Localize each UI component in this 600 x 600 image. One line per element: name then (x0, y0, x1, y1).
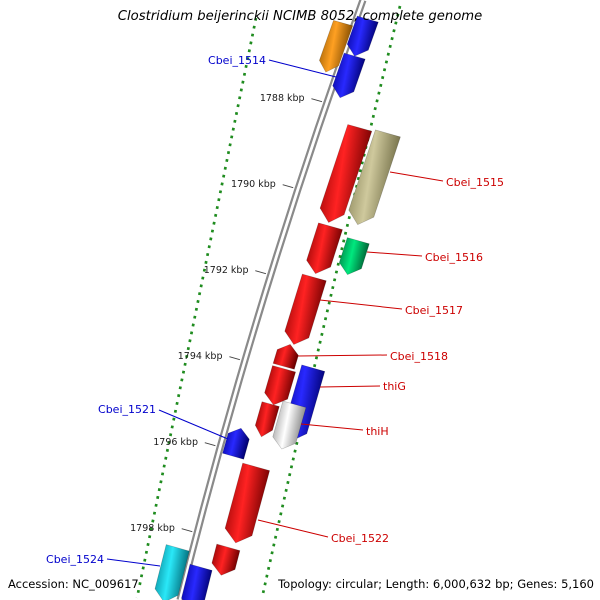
feature-track (154, 15, 401, 600)
gene-label-thiG[interactable]: thiG (383, 380, 406, 393)
tick-label-1788-kbp: 1788 kbp (260, 93, 305, 104)
map-title: Clostridium beijerinckii NCIMB 8052, com… (118, 9, 482, 24)
gene-arrow-cds-orange-a[interactable] (319, 20, 354, 73)
gene-arrow-cds-red-d[interactable] (254, 401, 280, 438)
gene-label-Cbei_1521[interactable]: Cbei_1521 (98, 403, 156, 416)
tick-1790-kbp (282, 184, 294, 189)
label-line-thiG (319, 385, 381, 388)
gene-arrow-Cbei_1522[interactable] (224, 462, 270, 544)
label-line-thiH (300, 423, 364, 431)
ruler-ticks: 1788 kbp 1790 kbp 1792 kbp 1794 kbp 1796 kbp… (130, 93, 323, 534)
accession-text: Accession: NC_009617 (8, 577, 139, 591)
tick-1798-kbp (181, 528, 193, 533)
gene-arrow-cds-blue-a[interactable] (346, 15, 379, 57)
gene-labels: Cbei_1514 Cbei_1515 Cbei_1516 Cbei_1517 Cbei… (46, 54, 504, 567)
gene-arrow-Cbei_1514[interactable] (332, 52, 366, 99)
tick-1792-kbp (255, 270, 267, 275)
tick-label-1792-kbp: 1792 kbp (204, 265, 249, 276)
tick-label-1798-kbp: 1798 kbp (130, 523, 175, 534)
gene-arrow-cds-red-b[interactable] (306, 222, 343, 274)
gene-label-Cbei_1522[interactable]: Cbei_1522 (331, 532, 389, 545)
gene-label-Cbei_1516[interactable]: Cbei_1516 (425, 251, 483, 264)
gene-arrow-Cbei_1516[interactable] (338, 237, 370, 275)
ruler-dots-left (135, 17, 258, 599)
gene-arrow-Cbei_1524[interactable] (154, 544, 190, 600)
label-line-Cbei_1524 (106, 558, 161, 567)
gene-label-thiH[interactable]: thiH (366, 425, 389, 438)
label-line-Cbei_1517 (319, 299, 403, 310)
gene-arrow-cds-blue-b[interactable] (181, 563, 213, 600)
tick-1788-kbp (311, 98, 323, 103)
gene-arrow-cds-red-c[interactable] (264, 365, 296, 406)
gene-label-Cbei_1515[interactable]: Cbei_1515 (446, 176, 504, 189)
tick-label-1790-kbp: 1790 kbp (231, 179, 276, 190)
label-line-Cbei_1514 (268, 59, 337, 78)
label-line-Cbei_1516 (366, 251, 423, 257)
label-line-Cbei_1522 (257, 519, 329, 538)
tick-1794-kbp (229, 356, 241, 361)
tick-1796-kbp (204, 442, 216, 447)
gene-arrow-Cbei_1518[interactable] (272, 344, 299, 370)
gene-arrow-cds-red-e[interactable] (211, 543, 241, 576)
tick-label-1794-kbp: 1794 kbp (178, 351, 223, 362)
tick-label-1796-kbp: 1796 kbp (153, 437, 198, 448)
label-line-Cbei_1518 (297, 354, 388, 357)
gene-arrow-thiH[interactable] (272, 400, 307, 450)
gene-label-Cbei_1517[interactable]: Cbei_1517 (405, 304, 463, 317)
topology-stats-text: Topology: circular; Length: 6,000,632 bp… (277, 577, 594, 591)
gene-label-Cbei_1514[interactable]: Cbei_1514 (208, 54, 266, 67)
gene-arrow-Cbei_1515[interactable] (348, 129, 401, 225)
backbone-arc-gap (178, 0, 365, 600)
gene-arrow-cds-red-a[interactable] (319, 124, 373, 223)
gene-arrow-Cbei_1521[interactable] (222, 427, 250, 460)
gene-label-Cbei_1518[interactable]: Cbei_1518 (390, 350, 448, 363)
gene-arrow-Cbei_1517[interactable] (284, 273, 327, 345)
gene-label-Cbei_1524[interactable]: Cbei_1524 (46, 553, 104, 566)
label-line-Cbei_1515 (389, 171, 444, 182)
label-line-Cbei_1521 (158, 409, 229, 440)
